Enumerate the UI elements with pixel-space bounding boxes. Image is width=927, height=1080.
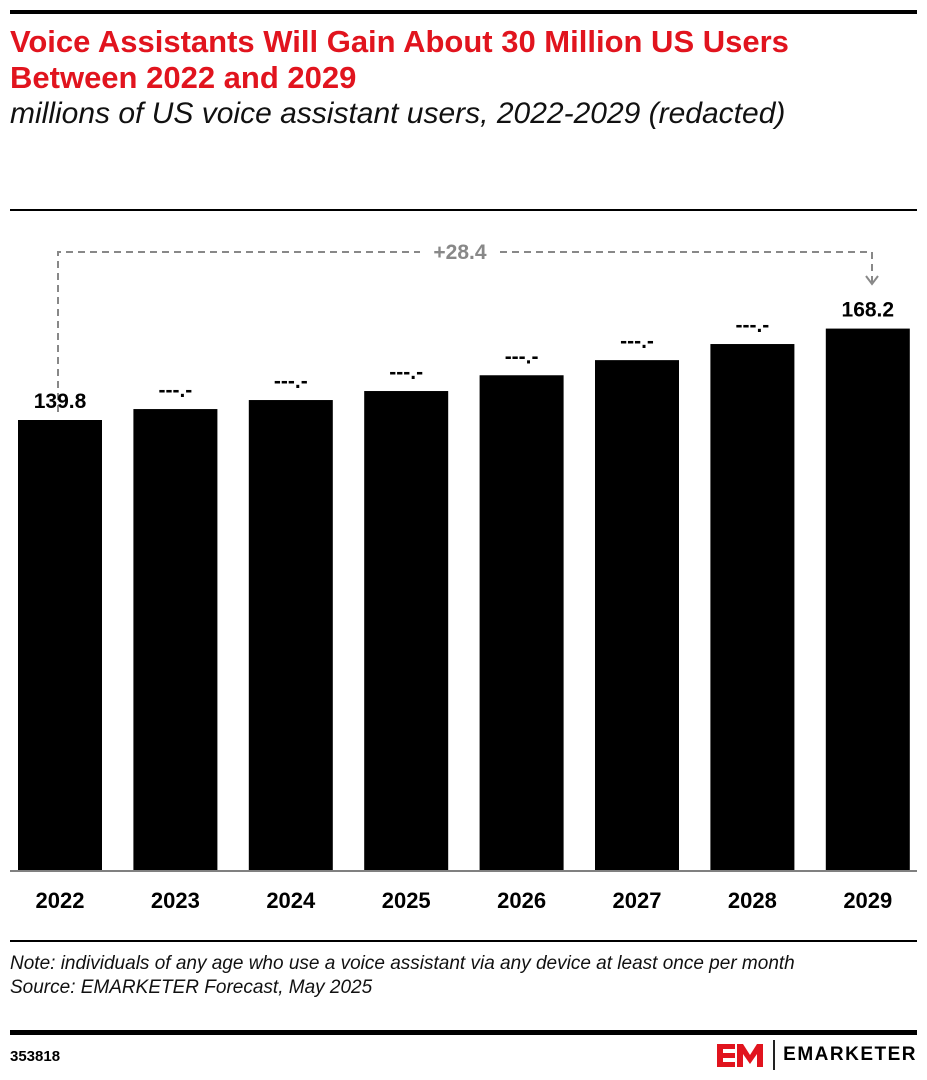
bar-2027	[595, 360, 679, 870]
x-tick-label-2028: 2028	[728, 888, 777, 913]
change-annotation: +28.4	[57, 241, 879, 412]
x-tick-label-2026: 2026	[497, 888, 546, 913]
top-rule	[10, 10, 917, 14]
x-tick-label-2023: 2023	[151, 888, 200, 913]
bar-2025	[364, 391, 449, 870]
chart-subtitle: millions of US voice assistant users, 20…	[10, 97, 786, 130]
data-label-2029: 168.2	[842, 299, 895, 322]
x-tick-label-2027: 2027	[613, 888, 662, 913]
x-tick-label-2024: 2024	[266, 888, 316, 913]
data-label-2024: ---.-	[274, 370, 308, 393]
bar-2022	[18, 420, 102, 870]
chart-title: Voice Assistants Will Gain About 30 Mill…	[10, 24, 789, 95]
footer-rule	[10, 940, 917, 942]
bar-2023	[133, 409, 218, 870]
data-label-2027: ---.-	[620, 330, 654, 353]
annotation-label: +28.4	[433, 241, 486, 264]
bar-2026	[479, 375, 564, 870]
source-text: Source: EMARKETER Forecast, May 2025	[10, 977, 373, 998]
annotation-bracket	[57, 251, 873, 412]
note-text: Note: individuals of any age who use a v…	[10, 953, 795, 974]
data-label-2026: ---.-	[505, 345, 539, 368]
data-label-2023: ---.-	[158, 379, 192, 402]
data-label-2025: ---.-	[389, 361, 423, 384]
bar-2024	[248, 400, 333, 870]
brand-name: EMARKETER	[783, 1044, 917, 1065]
emarketer-logo: EMARKETER	[717, 1040, 917, 1070]
bottom-rule	[10, 1030, 917, 1035]
x-tick-label-2022: 2022	[36, 888, 85, 913]
x-tick-label-2025: 2025	[382, 888, 431, 913]
logo-divider	[773, 1040, 776, 1070]
em-logo-icon	[717, 1044, 764, 1067]
arrow-down-icon	[865, 275, 879, 286]
bar-2029	[825, 328, 910, 870]
bar-chart: +28.4 139.8 2022 ---.- 2023 ---.- 2024 ---.- 20…	[10, 241, 917, 913]
data-label-2028: ---.-	[735, 314, 769, 337]
chart-id: 353818	[10, 1048, 61, 1065]
bar-2028	[710, 344, 795, 871]
data-label-2022: 139.8	[34, 390, 87, 413]
x-tick-label-2029: 2029	[843, 888, 892, 913]
footnote: Note: individuals of any age who use a v…	[10, 952, 910, 1000]
header-rule	[10, 209, 917, 211]
